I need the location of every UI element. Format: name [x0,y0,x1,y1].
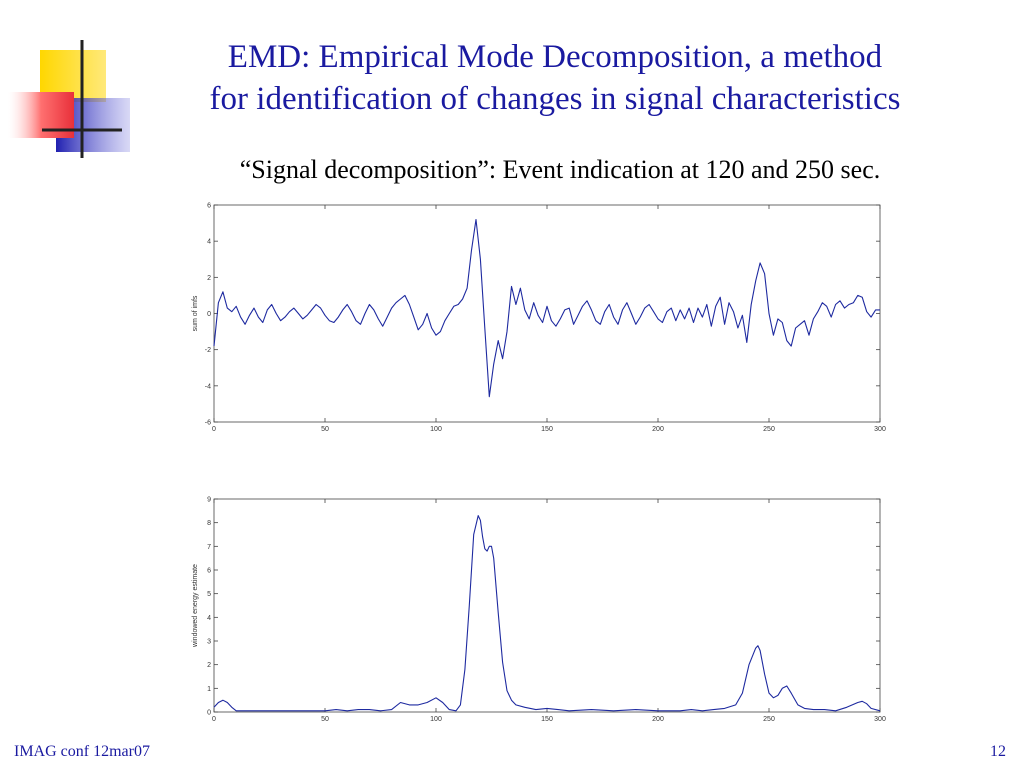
y-tick-label: 3 [207,639,211,646]
y-tick-label: 4 [207,239,211,246]
y-tick-label: 6 [207,568,211,575]
x-tick-label: 300 [874,426,886,433]
x-tick-label: 200 [652,716,664,723]
slide-subtitle: “Signal decomposition”: Event indication… [239,155,881,184]
y-tick-label: 1 [207,686,211,693]
y-tick-label: 6 [207,203,211,210]
x-tick-label: 0 [212,426,216,433]
x-tick-label: 250 [763,426,775,433]
x-tick-label: 200 [652,426,664,433]
plot-frame [213,204,881,423]
y-tick-label: -6 [205,420,211,427]
x-tick-label: 50 [321,426,329,433]
y-axis-label: windowed energy estimate [192,564,199,648]
y-tick-label: 7 [207,544,211,551]
y-tick-label: 9 [207,497,211,504]
plot-frame [213,498,881,713]
y-tick-label: 2 [207,662,211,669]
title-line-1: EMD: Empirical Mode Decomposition, a met… [227,39,883,75]
footer-conference-label: IMAG conf 12mar07 [14,743,150,760]
y-tick-label: 2 [207,275,211,282]
page-number: 12 [990,743,1006,760]
x-tick-label: 100 [430,716,442,723]
y-tick-label: 8 [207,520,211,527]
y-tick-label: 0 [207,710,211,717]
y-tick-label: 0 [207,311,211,318]
x-tick-label: 300 [874,716,886,723]
x-tick-label: 150 [541,426,553,433]
sum-of-imfs-chart: 0 50 100 150 200 250 300 -6 -4 -2 0 2 4 6 sum of imfs [192,203,886,434]
y-tick-label: -2 [205,347,211,354]
slide-logo-decoration [8,40,130,158]
windowed-energy-chart: 0 50 100 150 200 250 300 0 1 2 3 4 5 6 7 8 9 windowed ene… [192,497,886,724]
series-line [213,218,880,398]
x-tick-label: 0 [212,716,216,723]
y-axis-label: sum of imfs [192,295,199,331]
slide-title: EMD: Empirical Mode Decomposition, a met… [110,36,1000,120]
x-tick-label: 100 [430,426,442,433]
title-line-2: for identification of changes in signal … [209,81,901,117]
x-tick-label: 150 [541,716,553,723]
x-tick-label: 50 [321,716,329,723]
y-tick-label: 5 [207,591,211,598]
y-tick-label: 4 [207,615,211,622]
x-tick-label: 250 [763,716,775,723]
series-line [213,515,881,712]
y-tick-label: -4 [205,383,211,390]
